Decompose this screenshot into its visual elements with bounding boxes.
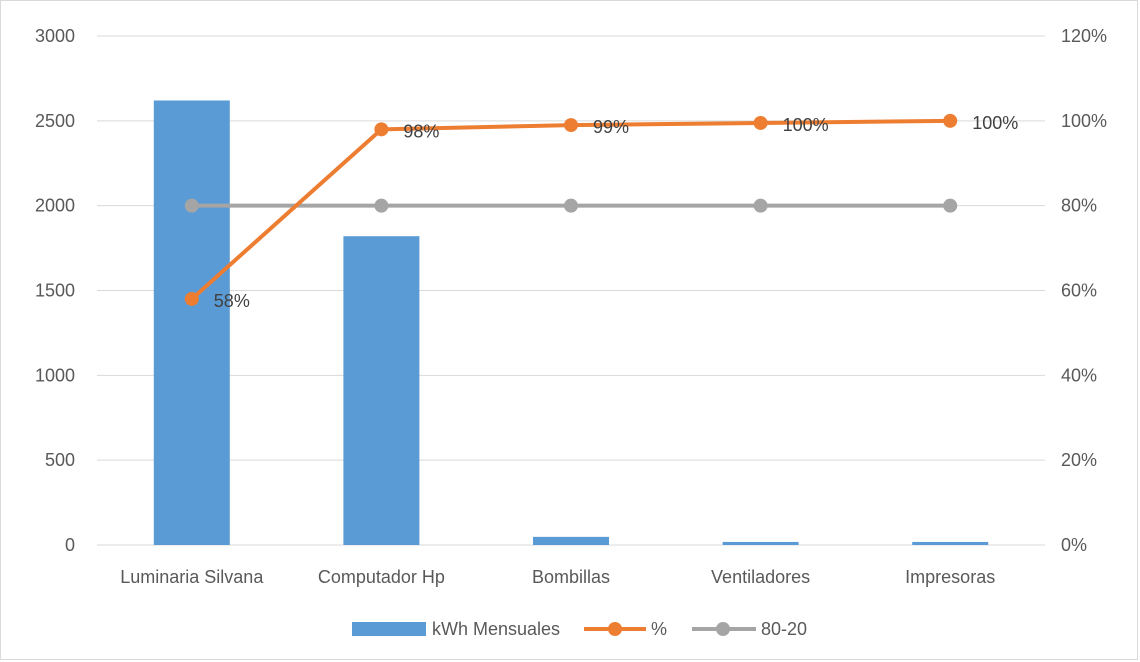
right-tick-label: 20% [1061,450,1097,470]
data-label: 100% [972,113,1018,133]
left-tick-label: 0 [65,535,75,555]
right-tick-label: 60% [1061,281,1097,301]
right-axis-ticks: 0% 20% 40% 60% 80% 100% 120% [1061,26,1107,555]
category-label: Bombillas [532,567,610,587]
legend-label: 80-20 [761,619,807,639]
data-point [564,198,578,213]
left-tick-label: 2500 [35,111,75,131]
data-point [753,115,768,130]
data-point [374,198,389,213]
left-axis-ticks: 0 500 1000 1500 2000 2500 3000 [35,26,75,555]
data-label: 58% [214,291,250,311]
line-series: 58% 98% 99% 100% 100% [184,113,1018,311]
legend: kWh Mensuales% 80-20 [352,619,807,639]
category-label: Computador Hp [318,567,445,587]
bar [343,236,420,545]
right-tick-label: 120% [1061,26,1107,46]
data-point [564,118,578,133]
category-axis-labels: Luminaria Silvana Computador Hp Bombillas V… [120,567,995,587]
bar [533,536,609,545]
right-tick-label: 0% [1061,535,1087,555]
data-point [943,198,958,213]
data-point [374,122,389,137]
left-tick-label: 500 [45,450,75,470]
bar [153,100,230,546]
right-tick-label: 80% [1061,196,1097,216]
legend-swatch-marker [716,622,730,636]
right-tick-label: 40% [1061,365,1097,385]
left-tick-label: 2000 [35,196,75,216]
left-tick-label: 1000 [35,365,75,385]
bar [912,541,989,545]
category-label: Luminaria Silvana [120,567,264,587]
data-point [943,113,958,128]
legend-swatch-marker [608,622,622,636]
legend-label: kWh Mensuales [432,619,560,639]
data-point [184,291,199,306]
category-label: Ventiladores [711,567,810,587]
right-tick-label: 100% [1061,111,1107,131]
data-label: 98% [403,121,439,141]
left-tick-label: 3000 [35,26,75,46]
bar [722,541,799,545]
data-label: 99% [593,117,629,137]
legend-label: % [651,619,667,639]
category-label: Impresoras [905,567,995,587]
legend-swatch-bar [352,622,426,636]
left-tick-label: 1500 [35,281,75,301]
bar-series [153,100,989,546]
data-point [753,198,768,213]
data-point [184,198,199,213]
data-label: 100% [783,115,829,135]
